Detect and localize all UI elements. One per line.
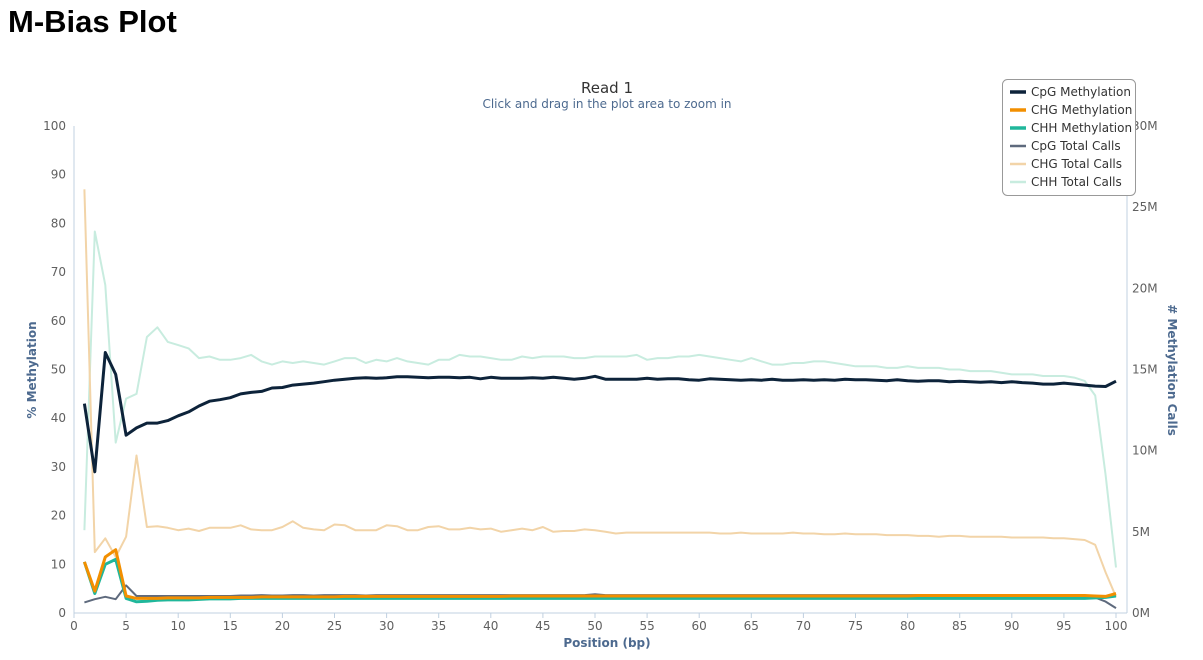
- legend-label: CHH Total Calls: [1031, 175, 1122, 189]
- y-right-tick-label: 20M: [1132, 281, 1158, 295]
- legend-label: CpG Total Calls: [1031, 139, 1121, 153]
- y-left-tick-label: 20: [51, 509, 66, 523]
- legend-label: CpG Methylation: [1031, 85, 1131, 99]
- x-tick-label: 35: [431, 619, 446, 633]
- series-line-cpg-methylation[interactable]: [82, 351, 1117, 474]
- x-tick-label: 70: [796, 619, 811, 633]
- y-left-tick-label: 90: [51, 168, 66, 182]
- x-tick-label: 80: [900, 619, 915, 633]
- x-tick-label: 5: [122, 619, 130, 633]
- x-tick-label: 40: [483, 619, 498, 633]
- legend-label: CHG Methylation: [1031, 103, 1132, 117]
- series-line-chg-total-calls[interactable]: [83, 189, 1117, 598]
- y-left-tick-label: 70: [51, 265, 66, 279]
- legend: CpG Methylation CHG Methylation CHH Methyl…: [1002, 79, 1136, 196]
- x-tick-label: 100: [1105, 619, 1128, 633]
- x-tick-label: 45: [535, 619, 550, 633]
- x-tick-label: 10: [171, 619, 186, 633]
- chart-title: Read 1: [581, 79, 633, 97]
- legend-label: CHH Methylation: [1031, 121, 1132, 135]
- y-left-tick-label: 60: [51, 314, 66, 328]
- page-title: M-Bias Plot: [8, 4, 177, 39]
- legend-item[interactable]: CpG Total Calls: [1010, 139, 1121, 153]
- y-axis-right-title: # Methylation Calls: [1165, 304, 1179, 436]
- chart-subtitle: Click and drag in the plot area to zoom …: [482, 97, 731, 111]
- y-right-tick-label: 5M: [1132, 525, 1150, 539]
- y-right-tick-label: 0M: [1132, 606, 1150, 620]
- y-right-tick-label: 15M: [1132, 363, 1158, 377]
- x-tick-label: 95: [1056, 619, 1071, 633]
- y-axis-left-title: % Methylation: [25, 321, 39, 418]
- legend-item[interactable]: CHH Total Calls: [1010, 175, 1122, 189]
- y-left-tick-label: 30: [51, 460, 66, 474]
- y-left-tick-label: 10: [51, 557, 66, 571]
- x-tick-label: 90: [1004, 619, 1019, 633]
- legend-item[interactable]: CHG Methylation: [1010, 103, 1132, 117]
- x-tick-label: 60: [692, 619, 707, 633]
- y-left-tick-label: 0: [58, 606, 66, 620]
- x-tick-label: 15: [223, 619, 238, 633]
- series-line-chg-methylation[interactable]: [82, 548, 1117, 600]
- y-left-tick-label: 50: [51, 363, 66, 377]
- y-left-tick-label: 40: [51, 411, 66, 425]
- x-axis-title: Position (bp): [563, 636, 650, 650]
- x-tick-label: 20: [275, 619, 290, 633]
- y-right-tick-label: 25M: [1132, 200, 1158, 214]
- x-tick-label: 0: [70, 619, 78, 633]
- series-line-chh-total-calls[interactable]: [83, 230, 1117, 568]
- y-right-tick-label: 10M: [1132, 444, 1158, 458]
- x-tick-label: 75: [848, 619, 863, 633]
- x-tick-label: 50: [587, 619, 602, 633]
- y-right-tick-label: 30M: [1132, 119, 1158, 133]
- x-tick-label: 65: [744, 619, 759, 633]
- legend-box: [1002, 79, 1136, 196]
- legend-item[interactable]: CHH Methylation: [1010, 121, 1132, 135]
- x-tick-label: 30: [379, 619, 394, 633]
- legend-item[interactable]: CpG Methylation: [1010, 85, 1131, 99]
- x-tick-label: 55: [639, 619, 654, 633]
- x-tick-label: 85: [952, 619, 967, 633]
- y-left-tick-label: 80: [51, 216, 66, 230]
- x-tick-label: 25: [327, 619, 342, 633]
- legend-item[interactable]: CHG Total Calls: [1010, 157, 1122, 171]
- legend-label: CHG Total Calls: [1031, 157, 1122, 171]
- y-left-tick-label: 100: [43, 119, 66, 133]
